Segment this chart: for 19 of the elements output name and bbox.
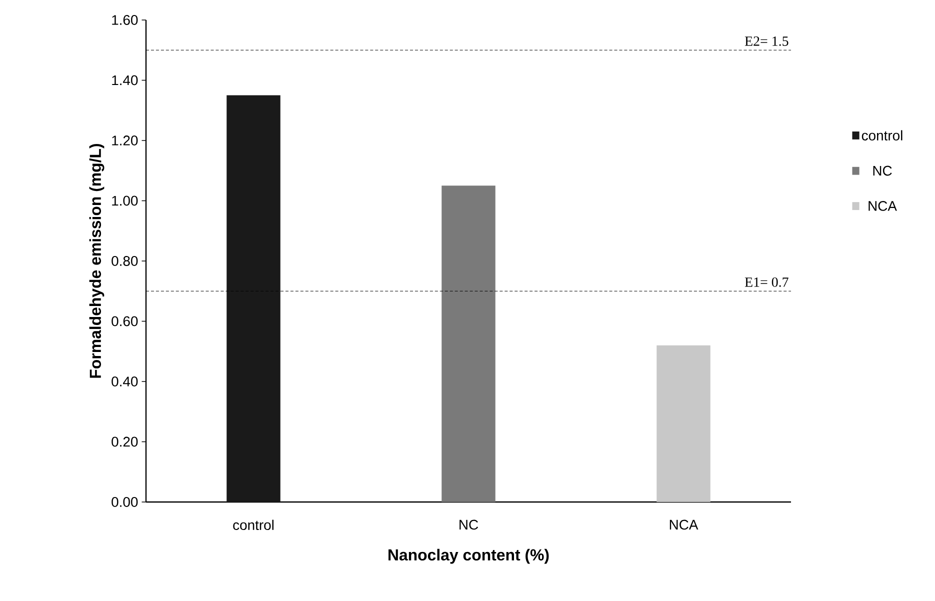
y-tick-label: 0.00 bbox=[112, 497, 138, 507]
x-tick-label: NCA bbox=[670, 520, 698, 530]
legend-label: NC bbox=[873, 166, 892, 176]
y-tick-label: 1.60 bbox=[112, 15, 138, 25]
y-tick-label: 0.80 bbox=[112, 256, 138, 266]
ref-line-label: E1= 0.7 bbox=[744, 277, 788, 287]
y-tick-label: 1.40 bbox=[112, 75, 138, 86]
x-axis-title: Nanoclay content (%) bbox=[388, 548, 549, 564]
y-axis-title: Formaldehyde emission (mg/L) bbox=[89, 144, 104, 378]
x-tick-label: control bbox=[233, 520, 274, 530]
y-tick-label: 0.40 bbox=[112, 376, 138, 386]
legend-label: control bbox=[862, 130, 902, 140]
x-tick-label: NC bbox=[460, 520, 478, 530]
legend-label: NCA bbox=[868, 201, 897, 211]
y-tick-label: 0.20 bbox=[112, 436, 138, 447]
y-tick-label: 1.00 bbox=[112, 196, 138, 206]
ref-line-label: E2= 1.5 bbox=[744, 36, 788, 46]
y-tick-label: 1.20 bbox=[112, 136, 138, 146]
y-tick-label: 0.60 bbox=[112, 316, 138, 326]
